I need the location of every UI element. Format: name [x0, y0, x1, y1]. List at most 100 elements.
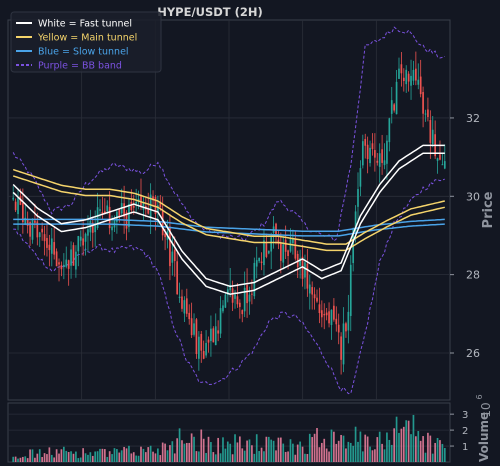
volume-bar [84, 453, 87, 462]
candle-body [173, 249, 176, 262]
volume-bar [243, 450, 246, 462]
candle-body [267, 250, 270, 254]
candle-body [188, 312, 191, 320]
candle-body [17, 197, 19, 215]
volume-bar [352, 445, 355, 462]
volume-bar [62, 446, 65, 462]
volume-bar [429, 435, 432, 462]
volume-bar [224, 448, 227, 462]
candle-body [29, 222, 31, 237]
volume-bar [296, 444, 299, 462]
volume-bar [17, 458, 19, 462]
volume-bar [207, 436, 210, 462]
volume-bar [434, 442, 436, 462]
candle-body [58, 262, 60, 265]
volume-bar [251, 445, 253, 462]
volume-bar [263, 451, 265, 462]
volume-bar [388, 439, 391, 462]
volume-bar [144, 452, 147, 462]
candle-body [402, 77, 405, 82]
candle-body [287, 250, 289, 257]
volume-bar [304, 453, 306, 462]
volume-bar [176, 438, 179, 462]
price-tick-label: 30 [466, 190, 480, 203]
candle-body [330, 309, 333, 325]
volume-bar [193, 436, 195, 462]
volume-bar [198, 451, 200, 462]
legend-label: Yellow = Main tunnel [37, 33, 137, 44]
volume-bar [164, 443, 166, 462]
volume-bar [395, 416, 398, 462]
candle-body [354, 211, 357, 232]
candle-body [106, 205, 109, 212]
volume-bar [255, 434, 258, 462]
volume-bar [371, 450, 374, 462]
volume-bar [217, 437, 219, 462]
bb-upper-line [12, 26, 445, 242]
volume-bar [337, 440, 340, 462]
volume-bar [205, 452, 207, 462]
volume-bar [140, 446, 142, 462]
main-tunnel-lower-line [12, 175, 445, 252]
volume-bar [289, 439, 292, 462]
volume-bar [248, 439, 251, 462]
volume-bar [342, 435, 345, 462]
volume-bar [292, 443, 294, 462]
candle-body [301, 256, 304, 279]
volume-exponent-base: 10 [479, 402, 493, 417]
volume-bar [166, 450, 169, 462]
candle-body [169, 226, 171, 267]
volume-bar [132, 452, 135, 462]
candle-body [239, 302, 241, 307]
tunnels [12, 144, 445, 295]
candle-body [410, 75, 412, 86]
volume-bar [31, 449, 34, 462]
candle-body [258, 257, 260, 262]
volume-bar [149, 445, 152, 462]
candle-body [251, 293, 253, 295]
volume-bar [381, 443, 383, 462]
volume-bar [19, 457, 22, 462]
volume-bar [96, 451, 99, 462]
volume-bar [53, 457, 56, 462]
volume-bar [226, 441, 229, 462]
candle-body [46, 237, 48, 248]
candle-body [427, 109, 429, 117]
volume-bar [439, 440, 441, 462]
candle-body [231, 288, 234, 303]
candle-body [62, 264, 65, 267]
volume-bar [253, 453, 256, 462]
volume-bar [178, 428, 181, 462]
candle-body [422, 92, 424, 114]
volume-bar [241, 448, 244, 462]
volume-bar [229, 443, 232, 462]
volume-bar [308, 433, 311, 462]
volume-bar [22, 456, 24, 462]
volume-bar [12, 456, 15, 462]
volume-bar [412, 414, 415, 462]
candle-body [243, 287, 246, 312]
volume-panel: 1 2 3 Volume 10 6 [7, 394, 493, 463]
volume-bar [400, 428, 403, 462]
volume-bar [161, 442, 164, 462]
candle-body [84, 233, 87, 242]
volume-bar [301, 446, 304, 462]
volume-bar [410, 434, 412, 462]
candle-body [306, 263, 309, 289]
volume-bar [419, 440, 422, 462]
volume-bar [154, 453, 157, 462]
candle-body [436, 158, 439, 161]
candle-body [31, 219, 34, 240]
candle-body [200, 333, 203, 351]
candle-body [14, 201, 17, 211]
volume-bar [190, 433, 193, 462]
volume-bar [77, 458, 80, 462]
candle-body [60, 265, 63, 270]
volume-bar [89, 452, 92, 462]
fast-tunnel-upper-line [12, 144, 445, 288]
volume-bar [299, 441, 301, 462]
volume-bar [287, 451, 289, 462]
volume-bar [333, 431, 335, 462]
volume-grid [8, 413, 450, 447]
candle-body [441, 164, 444, 166]
